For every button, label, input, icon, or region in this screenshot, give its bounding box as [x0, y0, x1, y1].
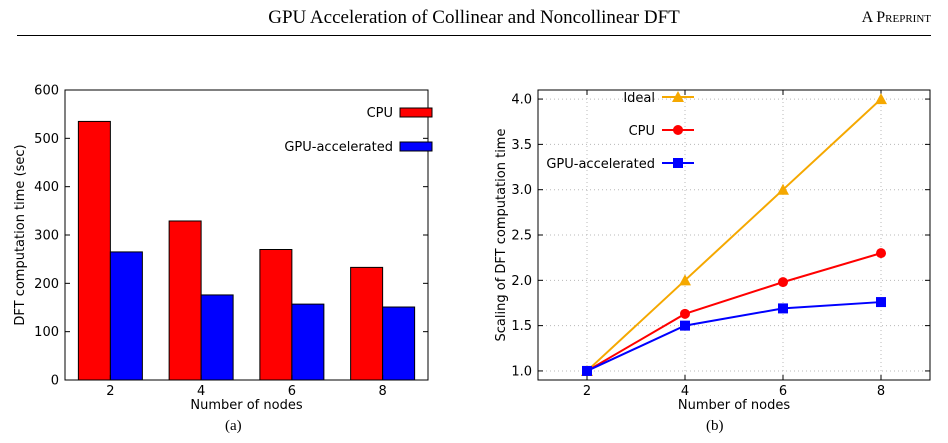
x-tick-label: 6	[779, 384, 787, 399]
data-point-gpu-accelerated	[680, 320, 690, 331]
y-tick-label: 3.0	[511, 183, 532, 198]
y-tick-label: 300	[34, 229, 59, 244]
x-tick-label: 2	[583, 384, 591, 399]
x-axis-label: Number of nodes	[678, 398, 790, 413]
y-tick-label: 100	[34, 325, 59, 340]
y-tick-label: 600	[34, 84, 59, 99]
bar-gpu	[109, 251, 143, 381]
x-tick-label: 2	[106, 384, 114, 399]
y-tick-label: 2.5	[511, 229, 532, 244]
page-header: GPU Acceleration of Collinear and Noncol…	[0, 0, 948, 36]
caption-b: (b)	[706, 418, 724, 434]
data-point-cpu	[778, 277, 788, 288]
data-point-gpu-accelerated	[876, 297, 886, 308]
data-point-gpu-accelerated	[778, 303, 788, 314]
bar-gpu	[200, 294, 234, 381]
y-tick-label: 1.5	[511, 319, 532, 334]
bar-cpu	[77, 120, 111, 381]
legend-marker-cpu	[673, 125, 683, 135]
y-tick-label: 4.0	[511, 93, 532, 108]
data-point-ideal	[875, 93, 887, 105]
x-tick-label: 8	[378, 384, 386, 399]
legend-swatch	[399, 141, 433, 152]
bar-chart-computation-time: 0 100 200 300 400 500 600 2 4 6 8 CPU GPU-accelerat…	[13, 84, 433, 413]
legend-label: GPU-accelerated	[546, 157, 655, 172]
y-tick-label: 0	[51, 374, 59, 389]
x-tick-label: 6	[288, 384, 296, 399]
legend-label: CPU	[629, 124, 655, 139]
bar-gpu	[291, 303, 325, 381]
series-line-gpu-accelerated	[586, 301, 882, 372]
y-tick-label: 400	[34, 180, 59, 195]
x-tick-label: 8	[877, 384, 885, 399]
data-point-cpu	[876, 248, 886, 259]
data-point-ideal	[679, 274, 691, 286]
y-axis-label: Scaling of DFT computation time	[494, 129, 509, 342]
y-tick-label: 3.5	[511, 138, 532, 153]
running-title: GPU Acceleration of Collinear and Noncol…	[268, 7, 680, 28]
legend-marker-gpu-accelerated	[673, 158, 683, 168]
bar-gpu	[382, 306, 416, 381]
bar-cpu	[350, 266, 384, 381]
y-tick-label: 1.0	[511, 364, 532, 379]
x-tick-label: 4	[681, 384, 689, 399]
y-tick-label: 500	[34, 132, 59, 147]
legend-label: GPU-accelerated	[284, 140, 393, 155]
legend-marker-ideal	[672, 91, 684, 102]
x-tick-label: 4	[197, 384, 205, 399]
data-point-cpu	[680, 308, 690, 319]
series-line-ideal	[586, 98, 882, 372]
legend-label: Ideal	[623, 91, 655, 106]
x-axis-label: Number of nodes	[190, 398, 302, 413]
caption-a: (a)	[225, 418, 242, 434]
y-tick-label: 200	[34, 277, 59, 292]
data-point-ideal	[777, 183, 789, 195]
y-axis-label: DFT computation time (sec)	[13, 144, 28, 325]
legend-swatch	[399, 107, 433, 118]
legend-label: CPU	[367, 106, 393, 121]
preprint-label: A Preprint	[861, 9, 931, 26]
header-rule	[17, 35, 931, 36]
y-tick-label: 2.0	[511, 274, 532, 289]
series-line-cpu	[586, 252, 882, 372]
data-point-gpu-accelerated	[582, 365, 592, 376]
